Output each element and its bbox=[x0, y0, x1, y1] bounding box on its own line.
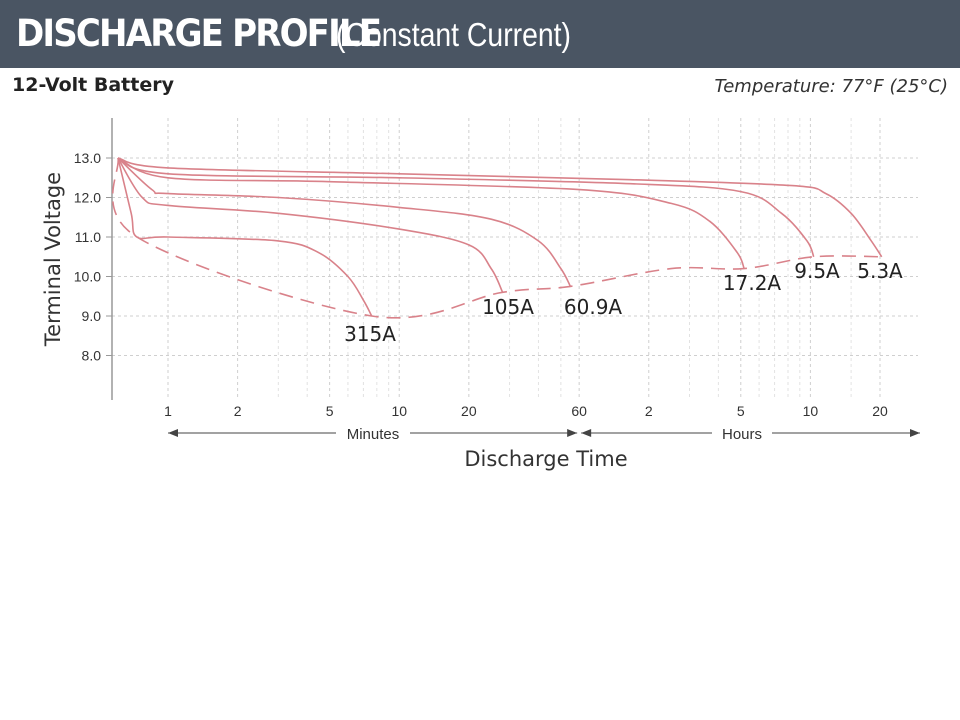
minutes-label: Minutes bbox=[347, 426, 400, 443]
x-tick-label: 10 bbox=[391, 403, 407, 419]
x-tick-label: 2 bbox=[234, 403, 242, 419]
series-label: 105A bbox=[482, 295, 534, 319]
series-label: 9.5A bbox=[794, 259, 840, 283]
chart-title: DISCHARGE PROFILE bbox=[16, 12, 382, 55]
series-label: 5.3A bbox=[857, 259, 903, 283]
x-tick-label: 1 bbox=[164, 403, 172, 419]
hours-label: Hours bbox=[722, 426, 762, 443]
hours-range-arrow bbox=[910, 429, 920, 437]
series-label: 60.9A bbox=[564, 295, 623, 319]
y-tick-label: 9.0 bbox=[82, 308, 102, 324]
minutes-range-arrow bbox=[567, 429, 578, 437]
y-tick-label: 11.0 bbox=[75, 229, 101, 245]
temperature-label: Temperature: 77°F (25°C) bbox=[714, 76, 948, 97]
series-line-9-5A bbox=[117, 157, 815, 258]
y-axis-title: Terminal Voltage bbox=[41, 172, 65, 347]
series-label: 17.2A bbox=[723, 271, 782, 295]
x-tick-label: 10 bbox=[803, 403, 819, 419]
series-line-315A bbox=[117, 157, 373, 317]
x-tick-label: 20 bbox=[461, 403, 477, 419]
y-tick-label: 10.0 bbox=[74, 269, 101, 285]
minutes-range-arrow bbox=[168, 429, 178, 437]
series-line-5-3A bbox=[117, 157, 883, 258]
series-line-60-9A bbox=[117, 157, 572, 287]
series-line-105A bbox=[117, 157, 504, 293]
x-tick-label: 60 bbox=[571, 403, 587, 419]
series-line-17-2A bbox=[117, 157, 745, 269]
chart-title-qualifier: (Constant Current) bbox=[336, 16, 572, 53]
cutoff-voltage-curve bbox=[111, 157, 882, 319]
y-tick-label: 13.0 bbox=[74, 150, 101, 166]
y-tick-label: 12.0 bbox=[74, 190, 101, 206]
x-tick-label: 2 bbox=[645, 403, 653, 419]
battery-label: 12-Volt Battery bbox=[12, 74, 174, 96]
x-tick-label: 5 bbox=[326, 403, 334, 419]
x-tick-label: 5 bbox=[737, 403, 745, 419]
x-axis-title: Discharge Time bbox=[464, 447, 627, 471]
y-tick-label: 8.0 bbox=[82, 348, 102, 364]
series-label: 315A bbox=[344, 322, 396, 346]
x-tick-label: 20 bbox=[872, 403, 888, 419]
hours-range-arrow bbox=[581, 429, 592, 437]
chart-header bbox=[0, 0, 960, 68]
